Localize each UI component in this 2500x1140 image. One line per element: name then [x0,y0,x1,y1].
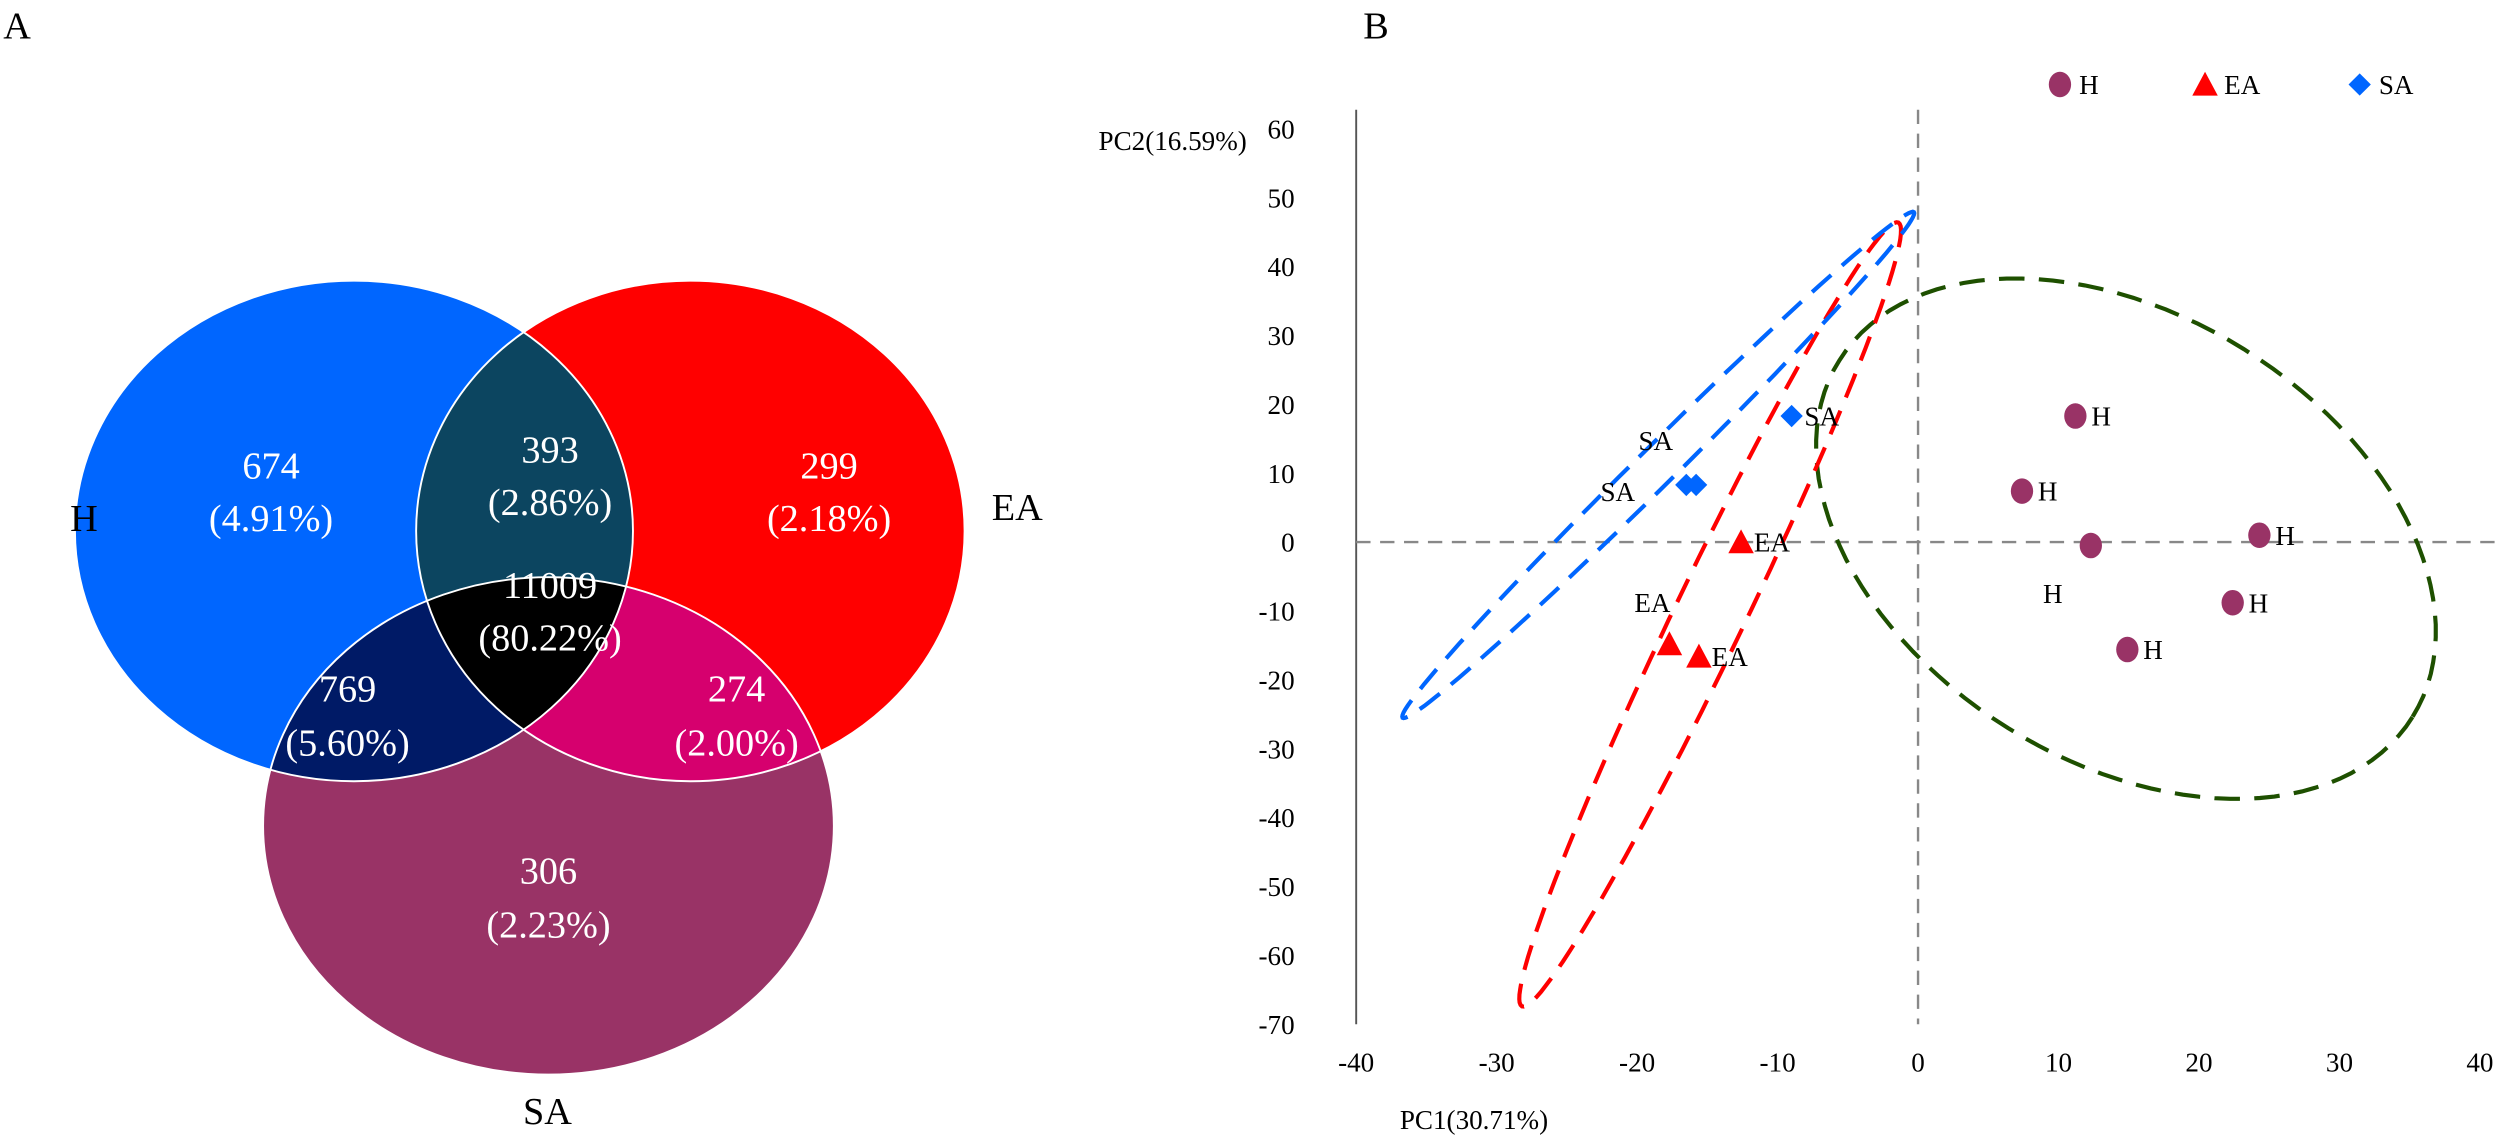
y-tick-label: -70 [1259,1010,1295,1040]
y-tick-label: -60 [1259,941,1295,971]
venn-diagram: 674 (4.91%) 393 (2.86%) 299 (2.18%) 1100… [70,279,1043,1133]
data-point-label: SA [1804,402,1839,432]
y-tick-label: -20 [1259,665,1295,695]
legend: H EA SA [2048,70,2414,100]
venn-h-ea-count: 393 [521,429,578,471]
venn-sa-only-count: 306 [520,850,577,892]
venn-ea-only-count: 299 [800,445,857,487]
x-tick-label: 10 [2045,1047,2072,1077]
data-point-label: EA [1712,642,1749,672]
venn-h-only-count: 674 [242,445,299,487]
legend-label-sa: SA [2379,70,2414,100]
data-point-h [2064,403,2087,429]
x-axis-label: PC1(30.71%) [1400,1105,1548,1135]
y-tick-label: 40 [1268,252,1295,282]
venn-set-label-ea: EA [992,487,1043,529]
y-tick-label: 30 [1268,321,1295,351]
data-point-h [2010,478,2034,504]
x-tick-label: -20 [1619,1047,1655,1077]
data-point-ea [1656,631,1683,656]
data-point-label: H [2249,588,2269,618]
data-point-label: SA [1600,477,1635,507]
legend-label-ea: EA [2224,70,2261,100]
data-point-label: H [2091,402,2111,432]
legend-marker-sa [2348,73,2371,96]
venn-h-ea-pct: (2.86%) [488,482,612,524]
venn-all-count: 11009 [503,565,597,607]
venn-outlines [73,279,966,1076]
venn-set-label-h: H [70,498,98,540]
y-tick-label: 20 [1268,390,1295,420]
y-tick-label: -10 [1259,597,1295,627]
x-tick-label: 30 [2326,1047,2353,1077]
panel-a-label: A [3,5,31,47]
pca-plot: PC2(16.59%) PC1(30.71%) H EA SA 60 50 40 30 20… [1099,70,2496,1135]
data-point-label: H [2038,477,2058,507]
venn-ea-sa-count: 274 [708,669,765,711]
data-point-h [2248,522,2271,548]
confidence-ellipse-h [1814,276,2438,801]
panel-b-label: B [1363,5,1389,47]
x-tick-label: -10 [1760,1047,1796,1077]
data-point-h [2116,636,2139,663]
venn-h-sa-count: 769 [319,669,376,711]
data-point-label: H [2275,521,2295,551]
venn-region-ea-sa [416,577,834,782]
data-point-label: EA [1754,528,1791,558]
data-point-ea [1728,529,1754,554]
legend-label-h: H [2079,70,2099,100]
x-tick-label: 20 [2185,1047,2212,1077]
y-tick-label: 0 [1281,528,1295,558]
venn-sa-only-pct: (2.23%) [486,905,610,947]
venn-ea-only-pct: (2.18%) [767,498,891,540]
confidence-ellipse-sa [1400,209,1917,721]
data-point-label: H [2043,579,2063,609]
venn-all-pct: (80.22%) [478,618,621,660]
venn-region-h-sa [263,577,633,782]
y-tick-label: -50 [1259,872,1295,902]
venn-ea-sa-pct: (2.00%) [674,723,798,765]
x-tick-label: -30 [1479,1047,1515,1077]
data-point-label: EA [1634,588,1671,618]
y-tick-label: 60 [1268,114,1295,144]
venn-h-only-pct: (4.91%) [209,498,333,540]
legend-marker-h [2048,71,2072,98]
venn-h-sa-pct: (5.60%) [285,723,409,765]
data-point-label: H [2143,635,2163,665]
data-point-ea [1686,643,1712,668]
y-tick-label: -30 [1259,734,1295,764]
y-axis-label: PC2(16.59%) [1099,126,1247,156]
y-tick-label: 50 [1268,183,1295,213]
data-point-h [2221,589,2244,616]
x-tick-label: -40 [1338,1047,1374,1077]
x-tick-label: 0 [1911,1047,1925,1077]
data-point-sa [1684,473,1708,497]
y-tick-label: -40 [1259,803,1295,833]
data-point-h [2079,532,2102,559]
x-tick-label: 40 [2466,1047,2493,1077]
confidence-ellipse-ea [1517,220,1904,1009]
venn-set-label-sa: SA [523,1091,572,1133]
y-tick-label: 10 [1268,459,1295,489]
data-point-sa [1780,404,1803,428]
data-point-label: SA [1638,426,1673,456]
legend-marker-ea [2192,71,2218,96]
